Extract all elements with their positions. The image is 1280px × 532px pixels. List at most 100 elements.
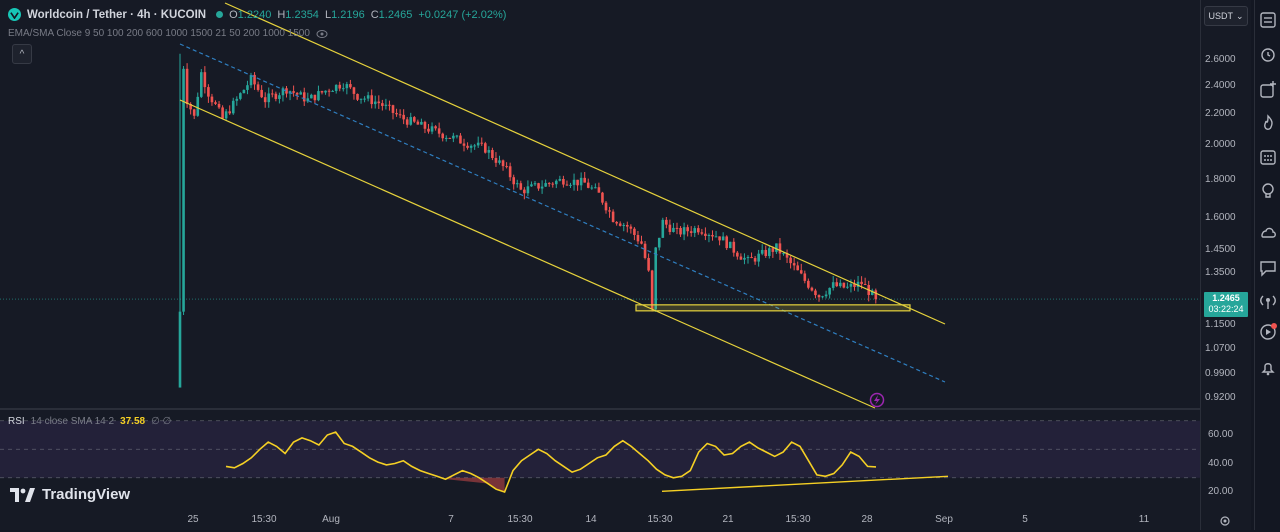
candle-body <box>633 228 636 235</box>
collapse-legend-button[interactable]: ^ <box>12 44 32 64</box>
candle-body <box>484 143 487 153</box>
broadcast-icon[interactable] <box>1258 292 1278 312</box>
candle-body <box>807 280 810 288</box>
candle-body <box>285 88 288 94</box>
currency-select[interactable]: USDT ⌄ <box>1204 6 1248 26</box>
candle-body <box>217 103 221 108</box>
notification-bell-icon[interactable] <box>1258 358 1278 378</box>
candle-body <box>650 270 654 310</box>
ohlc-high: H1.2354 <box>277 8 319 21</box>
candle-body <box>675 227 679 229</box>
candle-body <box>555 180 558 185</box>
watchlist-icon[interactable] <box>1258 10 1278 30</box>
candle-body <box>189 104 192 110</box>
candle-body <box>739 256 743 260</box>
candle-body <box>615 221 618 224</box>
price-axis[interactable] <box>1200 0 1251 530</box>
candle-body <box>704 233 707 236</box>
candle-body <box>476 142 480 146</box>
candle-body <box>799 270 803 274</box>
candle-body <box>803 273 807 281</box>
play-ideas-icon[interactable] <box>1258 322 1278 342</box>
tradingview-logo[interactable]: TradingView <box>10 486 130 503</box>
calendar-icon[interactable] <box>1258 147 1278 167</box>
candle-body <box>313 94 317 101</box>
chevron-up-icon: ^ <box>19 48 25 60</box>
candle-body <box>469 145 473 148</box>
candle-body <box>679 227 682 235</box>
add-watchlist-icon[interactable] <box>1258 80 1278 100</box>
candle-body <box>448 137 452 139</box>
candle-body <box>192 109 196 116</box>
ohlc-low: L1.2196 <box>324 8 365 21</box>
candle-body <box>654 247 657 310</box>
idea-lightbulb-icon[interactable] <box>1258 181 1278 201</box>
candle-body <box>491 150 494 159</box>
symbol-title[interactable]: Worldcoin / Tether · 4h · KUCOIN <box>27 8 207 21</box>
candle-body <box>714 236 718 238</box>
candle-body <box>302 92 306 102</box>
candle-body <box>768 248 771 256</box>
channel-upper-line <box>224 2 946 325</box>
candle-body <box>526 186 530 194</box>
price-chart-svg[interactable] <box>0 0 1200 410</box>
candle-body <box>320 91 324 93</box>
time-tick-label: 5 <box>1022 514 1028 525</box>
cloud-chat-icon[interactable] <box>1258 222 1278 242</box>
candle-body <box>512 177 515 185</box>
ohlc-open: O1.2240 <box>229 8 272 21</box>
candle-body <box>246 85 249 90</box>
candle-body <box>200 72 203 97</box>
rsi-tick-label: 20.00 <box>1208 486 1234 497</box>
candle-body <box>608 210 611 212</box>
candle-body <box>267 93 271 103</box>
candle-body <box>373 101 377 105</box>
candle-body <box>249 74 253 86</box>
symbol-legend: Worldcoin / Tether · 4h · KUCOIN O1.2240… <box>8 8 506 21</box>
candle-body <box>565 184 569 186</box>
candle-body <box>409 117 413 125</box>
candle-body <box>281 88 285 96</box>
rsi-chart-svg[interactable] <box>0 410 1200 510</box>
candle-body <box>775 243 778 252</box>
settings-gear-icon[interactable] <box>1219 514 1231 532</box>
chat-icon[interactable] <box>1258 258 1278 278</box>
candle-body <box>828 287 831 295</box>
candle-body <box>391 105 395 113</box>
candle-body <box>327 90 331 92</box>
channel-midline <box>179 43 946 383</box>
candle-body <box>420 121 423 125</box>
chart-pane[interactable] <box>0 0 1200 530</box>
candle-body <box>700 232 704 234</box>
candle-body <box>242 89 246 94</box>
time-tick-label: 15:30 <box>507 514 533 525</box>
candle-body <box>672 227 675 232</box>
indicator-legend-text[interactable]: EMA/SMA Close 9 50 100 200 600 1000 1500… <box>8 28 310 39</box>
candle-body <box>824 294 828 297</box>
time-tick-label: 28 <box>861 514 873 525</box>
time-tick-label: 11 <box>1138 514 1150 525</box>
candle-body <box>515 183 519 185</box>
candle-body <box>661 219 665 238</box>
indicator-legend[interactable]: EMA/SMA Close 9 50 100 200 600 1000 1500… <box>8 28 328 39</box>
candle-body <box>792 263 796 266</box>
candle-body <box>292 91 295 93</box>
price-tick-label: 2.4000 <box>1205 80 1236 92</box>
market-status-dot-icon <box>216 11 224 18</box>
last-price-badge: 1.2465 03:22:24 <box>1204 292 1248 317</box>
candle-body <box>771 248 775 252</box>
alarm-clock-icon[interactable] <box>1258 44 1278 64</box>
candle-body <box>707 234 711 236</box>
candle-body <box>551 183 555 185</box>
hotlist-fire-icon[interactable] <box>1258 113 1278 133</box>
candle-body <box>423 121 427 129</box>
candle-body <box>860 281 863 285</box>
candle-body <box>427 128 430 132</box>
rsi-legend[interactable]: RSI 14 close SMA 14 2 37.58 ∅ ∅ <box>8 416 171 427</box>
eye-visibility-icon[interactable] <box>316 29 328 39</box>
candle-body <box>647 257 650 271</box>
candle-body <box>810 287 814 291</box>
candle-body <box>835 282 839 287</box>
candle-body <box>402 114 405 120</box>
right-toolbar <box>1254 0 1280 530</box>
